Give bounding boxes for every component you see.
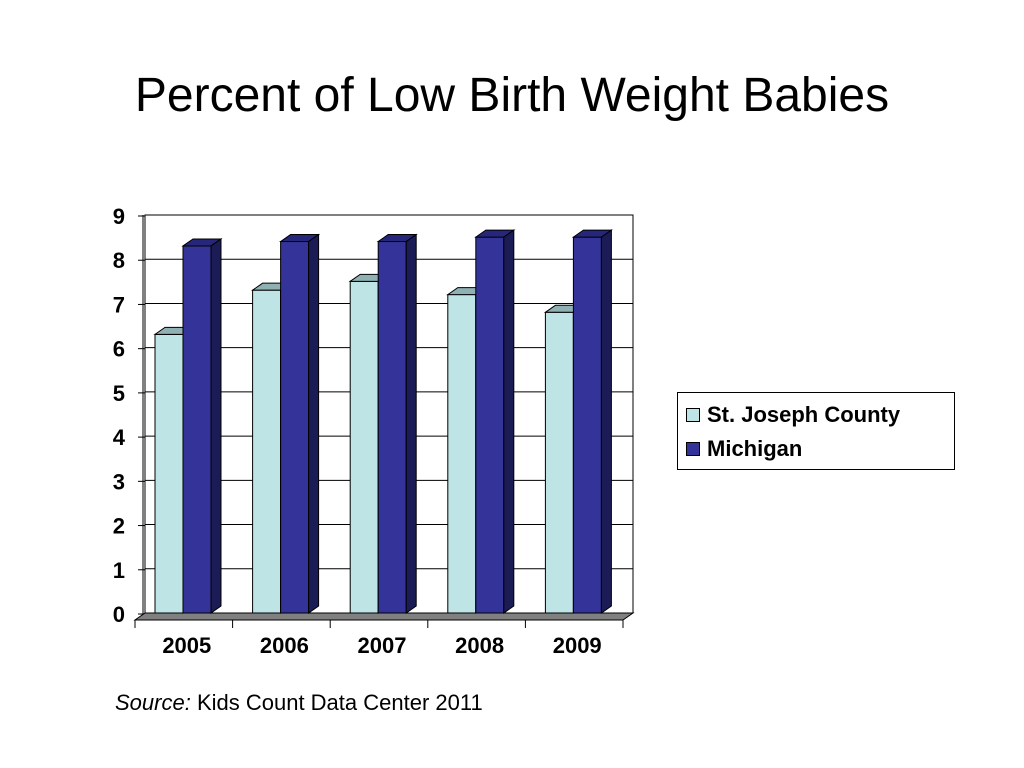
y-tick-label: 2: [113, 514, 125, 539]
source-label: Source:: [115, 690, 191, 715]
bar-michigan-side: [600, 229, 612, 614]
bar-michigan-side: [210, 237, 222, 614]
legend-label-michigan: Michigan: [707, 436, 803, 461]
y-tick-label: 9: [113, 204, 125, 229]
source-text: Kids Count Data Center 2011: [190, 690, 483, 715]
bar-st-joseph-county: [447, 294, 477, 614]
chart-floor: [133, 612, 635, 621]
bar-michigan: [475, 236, 505, 614]
y-tick-label: 8: [113, 248, 125, 273]
y-tick-label: 1: [113, 558, 125, 583]
y-tick-label: 7: [113, 292, 125, 317]
chart-legend: St. Joseph County Michigan: [677, 392, 955, 470]
bar-michigan-side: [503, 229, 515, 614]
legend-label-st-joseph-county: St. Joseph County: [707, 402, 901, 427]
bar-michigan-side: [308, 233, 320, 614]
x-tick-label: 2007: [358, 633, 407, 658]
y-tick-label: 6: [113, 337, 125, 362]
legend-item-michigan: Michigan: [686, 436, 803, 461]
legend-item-st-joseph-county: St. Joseph County: [686, 402, 901, 427]
legend-swatch-st-joseph-county: [686, 408, 700, 422]
y-tick-label: 0: [113, 602, 125, 627]
slide-title: Percent of Low Birth Weight Babies: [134, 69, 890, 122]
x-tick-label: 2009: [553, 633, 602, 658]
source-note: Source: Kids Count Data Center 2011: [115, 690, 483, 716]
bar-michigan: [572, 236, 602, 614]
y-tick-label: 4: [113, 425, 126, 450]
legend-swatch-michigan: [686, 442, 700, 456]
bar-michigan: [182, 245, 212, 614]
y-tick-label: 5: [113, 381, 125, 406]
x-tick-label: 2008: [455, 633, 504, 658]
bar-st-joseph-county: [154, 333, 184, 614]
bar-st-joseph-county: [252, 289, 282, 614]
x-tick-label: 2006: [260, 633, 309, 658]
x-tick-label: 2005: [162, 633, 211, 658]
bar-michigan-side: [405, 233, 417, 614]
bar-st-joseph-county: [349, 280, 379, 614]
bar-st-joseph-county: [544, 311, 574, 614]
y-tick-label: 3: [113, 469, 125, 494]
bar-michigan: [377, 241, 407, 614]
bar-michigan: [280, 241, 310, 614]
